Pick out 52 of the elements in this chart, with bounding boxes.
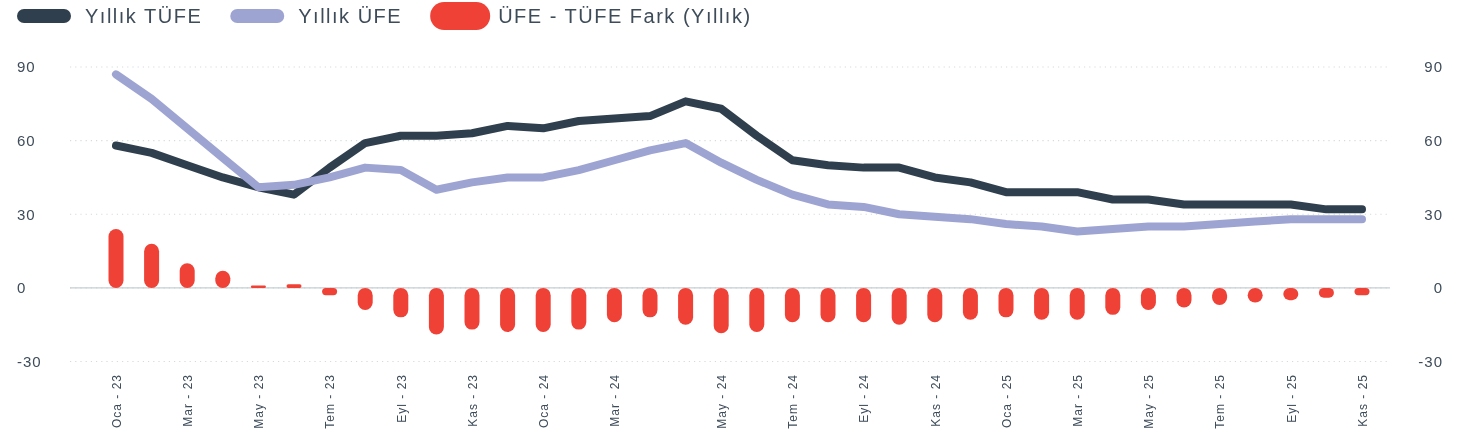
y-tick-label: 60 xyxy=(17,131,36,149)
y-tick-label: 0 xyxy=(17,279,27,297)
x-tick-label: May - 25 xyxy=(1142,374,1157,429)
bar xyxy=(428,287,444,335)
y2-tick-label: 60 xyxy=(1424,131,1443,149)
x-tick-label: Mar - 25 xyxy=(1070,374,1085,427)
x-tick-label: Kas - 23 xyxy=(465,374,480,427)
bar xyxy=(891,287,907,325)
bar xyxy=(606,287,622,323)
bar xyxy=(784,287,800,323)
bar xyxy=(286,284,302,288)
bar xyxy=(749,287,765,333)
bar xyxy=(108,228,124,288)
y2-tick-label: -30 xyxy=(1418,352,1443,370)
x-tick-label: Kas - 25 xyxy=(1355,374,1370,427)
bar xyxy=(678,287,694,325)
x-tick-label: Eyl - 25 xyxy=(1284,374,1299,423)
bar xyxy=(1034,287,1050,320)
y-tick-label: 90 xyxy=(17,58,36,76)
bar xyxy=(322,287,338,296)
y2-tick-label: 90 xyxy=(1424,58,1443,76)
x-tick-label: Tem - 24 xyxy=(786,374,801,429)
x-tick-label: Eyl - 23 xyxy=(394,374,409,423)
y2-tick-label: 0 xyxy=(1433,279,1443,297)
y-tick-label: 30 xyxy=(17,205,36,223)
x-tick-label: May - 23 xyxy=(252,374,267,429)
x-tick-label: May - 24 xyxy=(714,374,729,429)
bar xyxy=(500,287,516,333)
bar xyxy=(820,287,836,323)
y2-tick-label: 30 xyxy=(1424,205,1443,223)
bar xyxy=(713,287,729,334)
bar xyxy=(250,285,266,288)
x-tick-label: Mar - 23 xyxy=(180,374,195,427)
x-tick-label: Oca - 24 xyxy=(536,374,551,429)
bar xyxy=(535,287,551,333)
bar xyxy=(927,287,943,323)
legend-label: Yıllık TÜFE xyxy=(85,5,203,27)
x-tick-label: Tem - 25 xyxy=(1213,374,1228,429)
x-tick-label: Kas - 24 xyxy=(928,374,943,427)
x-tick-label: Tem - 23 xyxy=(323,374,338,429)
x-tick-label: Mar - 24 xyxy=(608,374,623,427)
legend-label: ÜFE - TÜFE Fark (Yıllık) xyxy=(498,5,752,27)
bar xyxy=(962,287,978,320)
x-tick-label: Oca - 23 xyxy=(109,374,124,429)
bar xyxy=(856,287,872,323)
bar xyxy=(571,287,587,330)
bar xyxy=(464,287,480,330)
bar xyxy=(144,243,160,288)
x-tick-label: Oca - 25 xyxy=(999,374,1014,429)
y-tick-label: -30 xyxy=(17,352,42,370)
legend-label: Yıllık ÜFE xyxy=(298,5,403,27)
x-tick-label: Eyl - 24 xyxy=(857,374,872,423)
